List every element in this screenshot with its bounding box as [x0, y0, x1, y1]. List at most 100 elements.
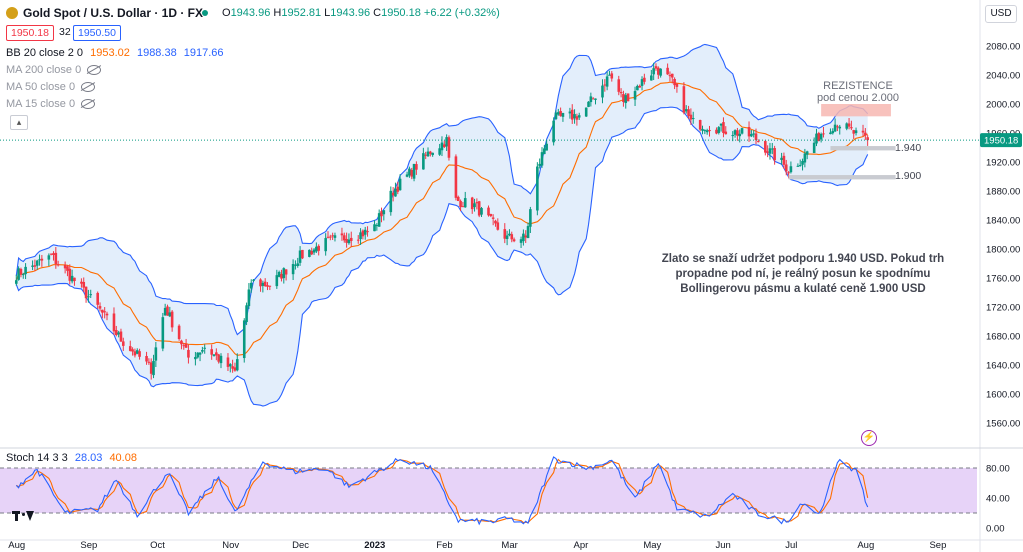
- candle-body: [489, 213, 493, 217]
- candle-body: [128, 346, 132, 351]
- candle-body: [115, 330, 118, 336]
- lightning-event-icon[interactable]: ⚡: [861, 430, 877, 446]
- candle-body: [687, 109, 690, 116]
- price-tick-label: 1880.00: [986, 187, 1020, 198]
- candle-body: [817, 133, 821, 142]
- candle-body: [261, 282, 265, 286]
- candle-body: [215, 352, 218, 356]
- buy-price-box[interactable]: 1950.50: [73, 25, 121, 41]
- hidden-eye-icon[interactable]: [81, 82, 96, 93]
- candle-body: [638, 85, 642, 88]
- candle-body: [454, 156, 458, 198]
- candle-body: [803, 153, 807, 163]
- candle-body: [424, 154, 427, 156]
- time-tick-label: Sep: [80, 540, 97, 551]
- candle-body: [703, 130, 707, 132]
- candle-body: [308, 249, 311, 257]
- stoch-d-value: 40.08: [109, 452, 137, 464]
- candle-body: [757, 141, 760, 143]
- candle-body: [82, 281, 86, 288]
- time-tick-label: Feb: [436, 540, 452, 551]
- candle-body: [24, 266, 27, 275]
- candle-body: [63, 265, 67, 269]
- candle-body: [373, 224, 376, 232]
- candle-body: [691, 118, 695, 120]
- candle-body: [147, 361, 151, 363]
- candle-body: [19, 268, 23, 275]
- candle-body: [491, 217, 495, 219]
- candle-body: [349, 237, 353, 241]
- candle-body: [194, 356, 197, 360]
- candle-body: [594, 98, 597, 100]
- candle-body: [512, 239, 516, 242]
- candle-body: [447, 137, 451, 158]
- time-tick-label: Sep: [929, 540, 946, 551]
- candle-body: [866, 137, 869, 141]
- candle-body: [780, 157, 783, 161]
- candle-body: [847, 123, 851, 127]
- candle-body: [445, 137, 448, 147]
- resistance-subtitle: pod cenou 2.000: [817, 92, 899, 104]
- time-tick-label: Nov: [222, 540, 239, 551]
- candle-body: [408, 168, 411, 176]
- level-1900-label: 1.900: [895, 170, 922, 182]
- candle-body: [33, 265, 37, 267]
- bb-lower-value: 1917.66: [183, 47, 224, 59]
- bb-name: BB 20 close 2 0: [6, 47, 84, 59]
- candle-body: [96, 292, 99, 305]
- candle-body: [217, 354, 220, 362]
- candle-body: [461, 206, 465, 208]
- candle-body: [245, 305, 248, 323]
- candle-body: [668, 75, 672, 77]
- analysis-note: Zlato se snaží udržet podporu 1.940 USD.…: [661, 253, 945, 295]
- sell-price-box[interactable]: 1950.18: [6, 25, 54, 41]
- candle-body: [764, 141, 767, 153]
- candle-body: [196, 352, 200, 358]
- candle-body: [56, 264, 60, 266]
- candle-body: [291, 264, 295, 275]
- candle-body: [738, 133, 742, 137]
- candle-body: [389, 190, 393, 213]
- ma15-legend[interactable]: MA 15 close 0: [6, 98, 96, 110]
- candle-body: [624, 95, 628, 104]
- candle-body: [247, 289, 251, 307]
- hidden-eye-icon[interactable]: [81, 99, 96, 110]
- candle-body: [752, 133, 755, 135]
- hidden-eye-icon[interactable]: [87, 65, 102, 76]
- candle-body: [747, 127, 751, 137]
- candle-body: [70, 275, 74, 282]
- candle-body: [784, 164, 788, 172]
- candle-body: [587, 101, 590, 107]
- candle-body: [80, 281, 83, 284]
- candle-body: [766, 151, 769, 153]
- candle-body: [317, 245, 320, 251]
- candle-body: [864, 132, 867, 136]
- high-value: 1952.81: [281, 7, 322, 19]
- candle-body: [633, 91, 637, 100]
- candle-body: [398, 178, 402, 191]
- bb-legend[interactable]: BB 20 close 2 0 1953.02 1988.38 1917.66: [6, 47, 224, 59]
- candle-body: [815, 133, 818, 144]
- symbol-title[interactable]: Gold Spot / U.S. Dollar · 1D · FX: [23, 6, 204, 20]
- candle-body: [38, 259, 41, 261]
- candle-body: [396, 186, 400, 192]
- candle-body: [822, 133, 825, 135]
- ma200-legend[interactable]: MA 200 close 0: [6, 64, 102, 76]
- candle-body: [494, 220, 497, 224]
- collapse-legend-button[interactable]: ▴: [10, 115, 28, 130]
- candle-body: [52, 253, 55, 255]
- candles-group: [14, 62, 869, 380]
- currency-button[interactable]: USD: [985, 5, 1017, 23]
- candle-body: [394, 188, 397, 197]
- candle-body: [68, 268, 72, 281]
- candle-body: [180, 340, 183, 345]
- candle-body: [356, 239, 360, 241]
- candle-body: [850, 127, 853, 129]
- stoch-legend[interactable]: Stoch 14 3 3 28.03 40.08: [6, 452, 137, 464]
- ma50-legend[interactable]: MA 50 close 0: [6, 81, 96, 93]
- candle-body: [524, 235, 528, 238]
- tradingview-logo-icon: [12, 511, 34, 523]
- candle-body: [275, 275, 279, 287]
- candle-body: [282, 268, 286, 279]
